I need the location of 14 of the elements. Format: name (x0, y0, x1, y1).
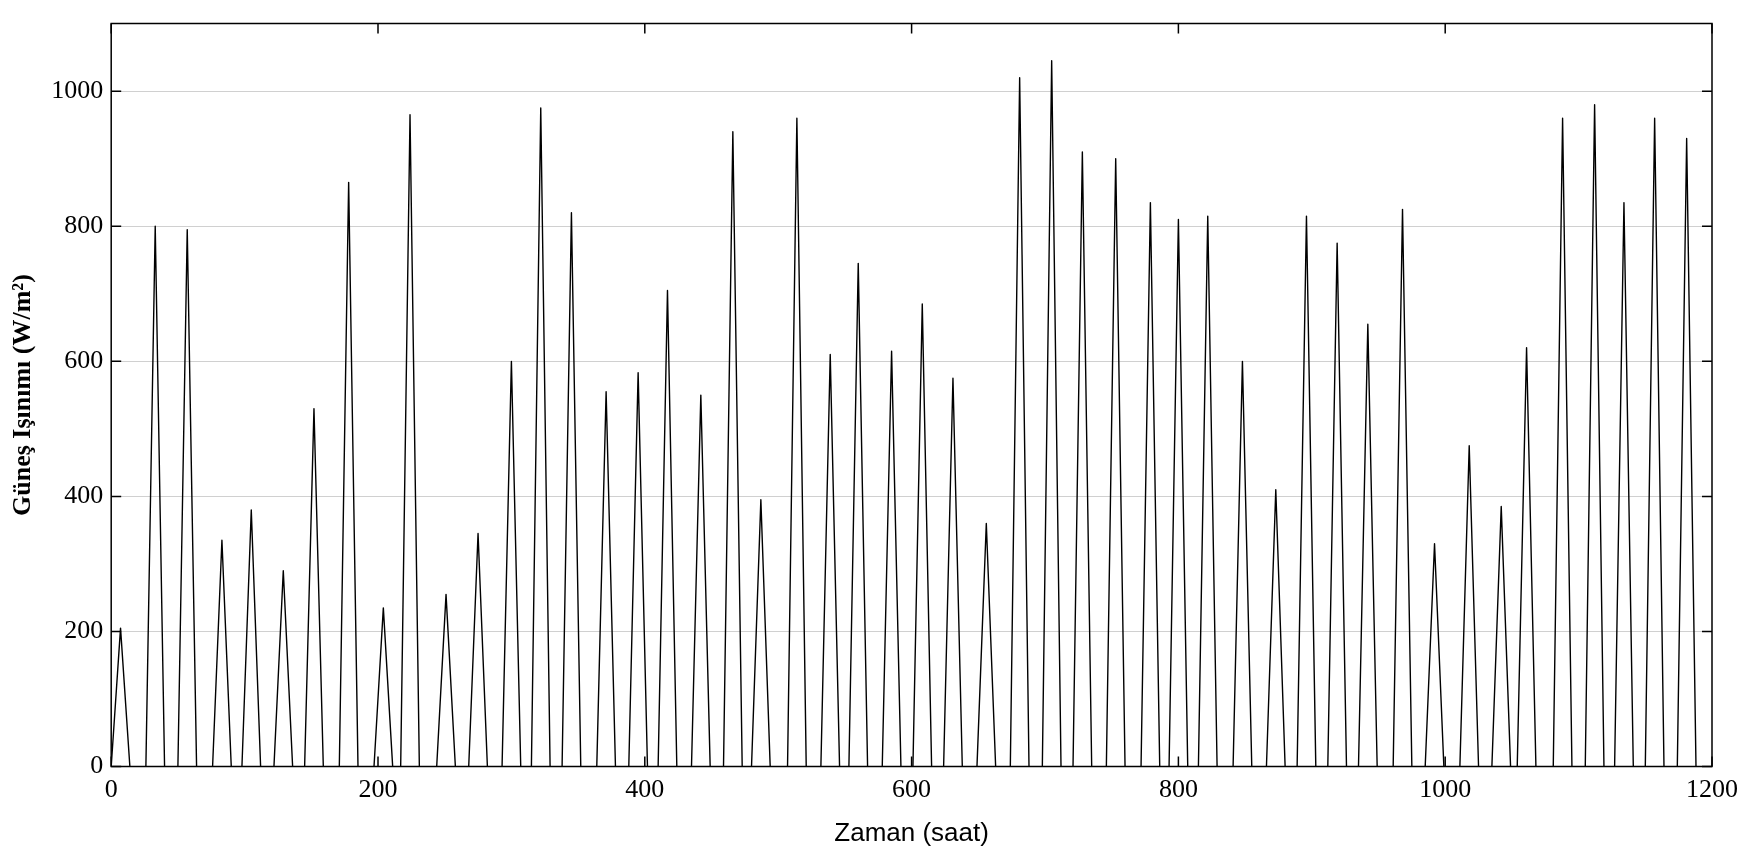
x-tick-label: 200 (358, 774, 398, 804)
y-tick-label: 400 (64, 480, 104, 510)
x-tick-label: 1000 (1419, 774, 1472, 804)
x-tick-label: 400 (625, 774, 665, 804)
x-tick-label: 600 (892, 774, 932, 804)
y-tick-label: 600 (64, 345, 104, 375)
y-tick-label: 0 (90, 750, 104, 780)
x-tick-label: 1200 (1686, 774, 1738, 804)
y-tick-label: 1000 (51, 74, 104, 104)
y-tick-label: 800 (64, 210, 104, 240)
y-tick-label: 200 (64, 615, 104, 645)
x-tick-label: 800 (1158, 774, 1198, 804)
x-axis-title: Zaman (saat) (834, 816, 989, 847)
y-axis-title: Güneş Işınımı (W/m²) (7, 274, 37, 517)
